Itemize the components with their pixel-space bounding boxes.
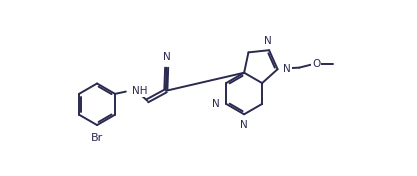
Text: NH: NH — [132, 86, 148, 96]
Text: Br: Br — [91, 133, 103, 143]
Text: N: N — [264, 36, 271, 46]
Text: N: N — [283, 64, 291, 74]
Text: N: N — [212, 99, 220, 109]
Text: N: N — [163, 52, 171, 62]
Text: O: O — [312, 59, 320, 69]
Text: N: N — [240, 120, 248, 130]
